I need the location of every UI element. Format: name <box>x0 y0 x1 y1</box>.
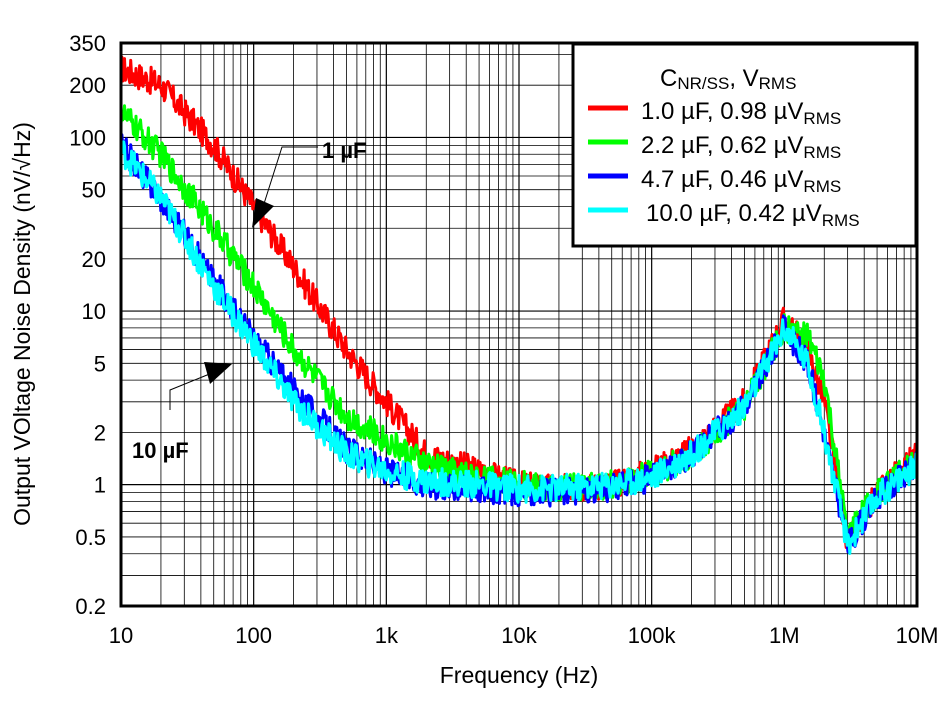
x-tick-label: 100k <box>628 623 677 648</box>
x-tick-label: 1k <box>375 623 399 648</box>
legend-label-0: 1.0 µF, 0.98 µVRMS <box>641 98 841 128</box>
legend-title: CNR/SS, VRMS <box>660 65 796 93</box>
x-tick-label: 100 <box>235 623 272 648</box>
x-tick-label: 1M <box>769 623 800 648</box>
legend-label-1: 2.2 µF, 0.62 µVRMS <box>641 132 841 162</box>
series-line-3 <box>119 140 919 555</box>
y-tick-label: 0.2 <box>75 594 106 619</box>
annotation-10uF-leader <box>169 372 213 410</box>
annotation-10uF-arrowhead <box>204 362 232 384</box>
y-tick-label: 10 <box>82 299 106 324</box>
annotation-10uF: 10 µF <box>132 362 232 463</box>
x-tick-label: 10M <box>896 623 939 648</box>
legend: CNR/SS, VRMS 1.0 µF, 0.98 µVRMS 2.2 µF, 0… <box>571 42 918 248</box>
x-tick-label: 10 <box>109 623 133 648</box>
y-tick-label: 350 <box>69 31 106 56</box>
annotation-10uF-text: 10 µF <box>132 438 189 463</box>
y-tick-label: 50 <box>82 178 106 203</box>
y-tick-label: 1 <box>94 473 106 498</box>
x-tick-label: 10k <box>501 623 537 648</box>
y-tick-labels: 350 200 100 50 20 10 5 2 1 0.5 0.2 <box>69 31 106 619</box>
series-group <box>119 55 919 555</box>
y-tick-label: 200 <box>69 73 106 98</box>
annotation-1uF-text: 1 µF <box>322 138 366 163</box>
annotation-1uF-leader <box>261 146 318 211</box>
y-tick-label: 5 <box>94 351 106 376</box>
plot-frame <box>119 41 919 608</box>
annotation-1uF-arrowhead <box>252 198 274 228</box>
x-tick-labels: 10 100 1k 10k 100k 1M 10M <box>109 623 939 648</box>
y-tick-label: 20 <box>82 247 106 272</box>
y-tick-label: 0.5 <box>75 525 106 550</box>
y-tick-label: 2 <box>94 420 106 445</box>
annotation-1uF: 1 µF <box>252 138 366 228</box>
y-axis-label: Output VOltage Noise Density (nV/√Hz) <box>9 122 35 526</box>
legend-label-2: 4.7 µF, 0.46 µVRMS <box>641 166 841 196</box>
legend-label-3: 10.0 µF, 0.42 µVRMS <box>646 200 860 230</box>
legend-box <box>571 42 918 248</box>
y-tick-label: 100 <box>69 125 106 150</box>
x-axis-label: Frequency (Hz) <box>440 662 598 688</box>
